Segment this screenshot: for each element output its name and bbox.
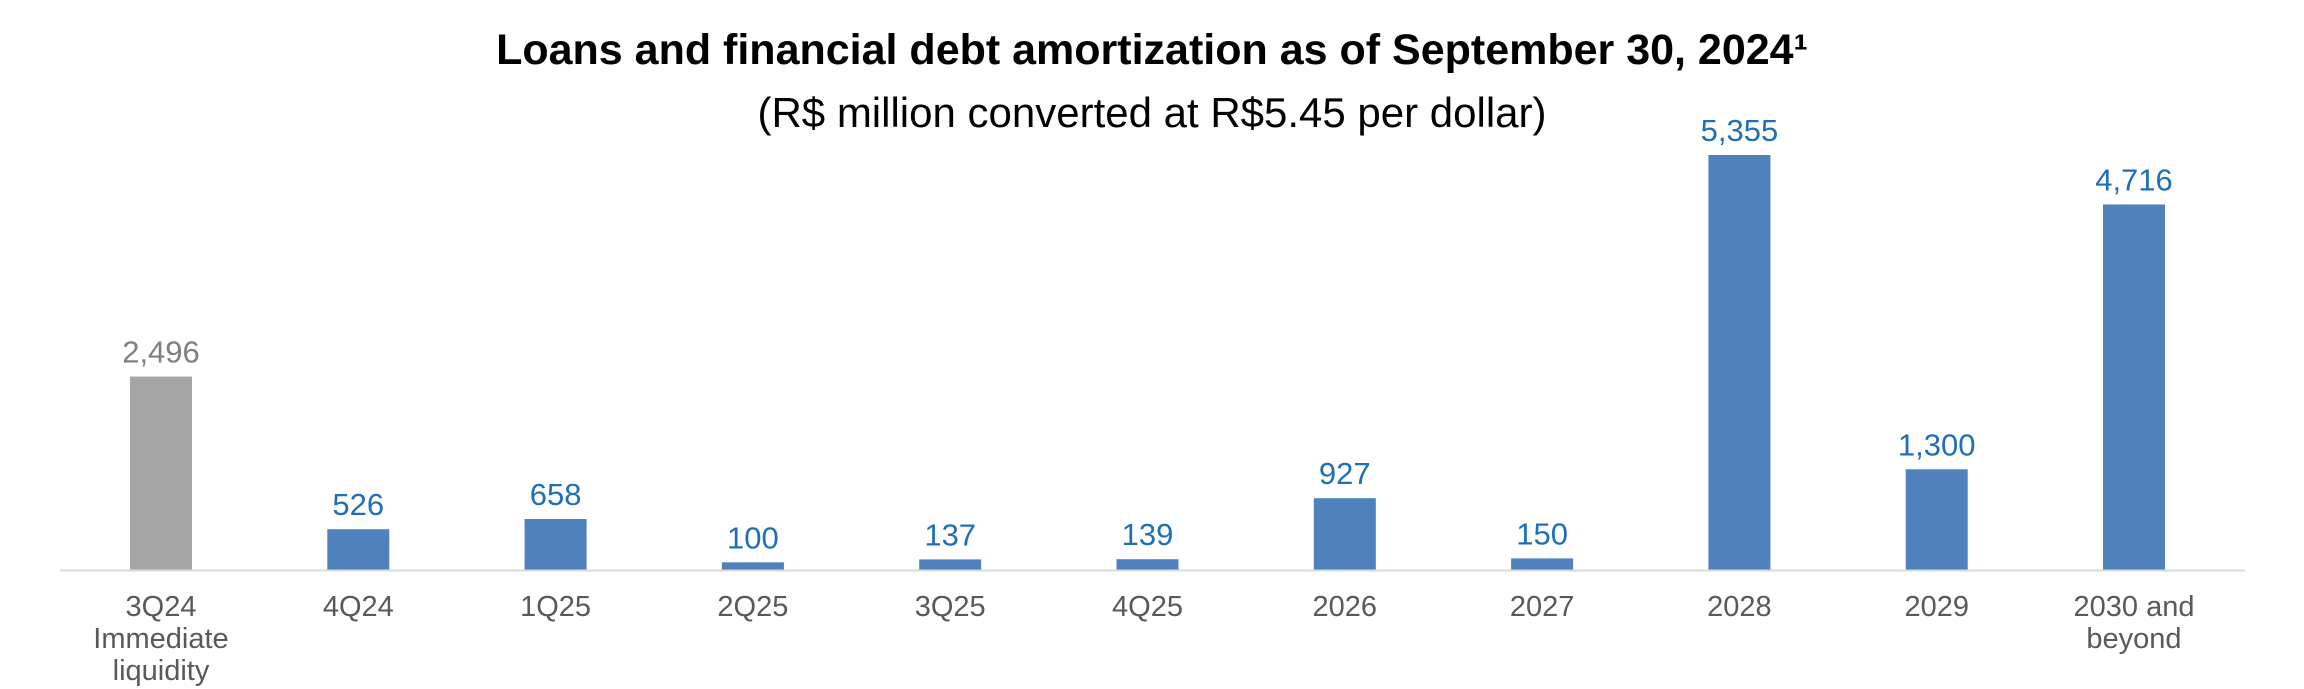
bar <box>1708 155 1771 570</box>
bar <box>1116 559 1179 570</box>
data-label: 4,716 <box>2095 163 2173 198</box>
data-label: 1,300 <box>1898 427 1976 462</box>
bar <box>130 376 192 570</box>
chart-subtitle: (R$ million converted at R$5.45 per doll… <box>757 89 1547 136</box>
category-label: 2028 <box>1707 591 1772 623</box>
bar <box>327 529 390 570</box>
data-label: 2,496 <box>122 335 200 370</box>
data-label: 658 <box>530 477 582 512</box>
category-label: 4Q25 <box>1112 591 1183 623</box>
category-label: 2027 <box>1510 591 1575 623</box>
category-label: 3Q25 <box>915 591 986 623</box>
data-label: 5,355 <box>1701 113 1779 148</box>
data-label: 139 <box>1122 517 1174 552</box>
bar <box>721 562 784 570</box>
bar <box>1511 558 1574 570</box>
category-label: 2029 <box>1904 591 1969 623</box>
bar <box>2103 204 2165 570</box>
category-label: 2Q25 <box>717 591 788 623</box>
data-label: 137 <box>924 517 976 552</box>
category-label: liquidity <box>113 655 210 687</box>
category-label: 4Q24 <box>323 591 394 623</box>
chart-title: Loans and financial debt amortization as… <box>496 26 1808 74</box>
category-label: 2026 <box>1313 591 1378 623</box>
bar <box>1313 498 1376 570</box>
bar <box>1905 469 1968 570</box>
category-label: 3Q24 <box>126 591 197 623</box>
category-label: Immediate <box>93 623 228 655</box>
category-label: 1Q25 <box>520 591 591 623</box>
bar <box>919 559 982 570</box>
bar <box>524 519 587 570</box>
category-label: 2030 and <box>2074 591 2195 623</box>
category-label: beyond <box>2086 623 2181 655</box>
data-label: 150 <box>1516 516 1568 551</box>
data-label: 927 <box>1319 456 1371 491</box>
data-label: 526 <box>332 487 384 522</box>
data-label: 100 <box>727 520 779 555</box>
